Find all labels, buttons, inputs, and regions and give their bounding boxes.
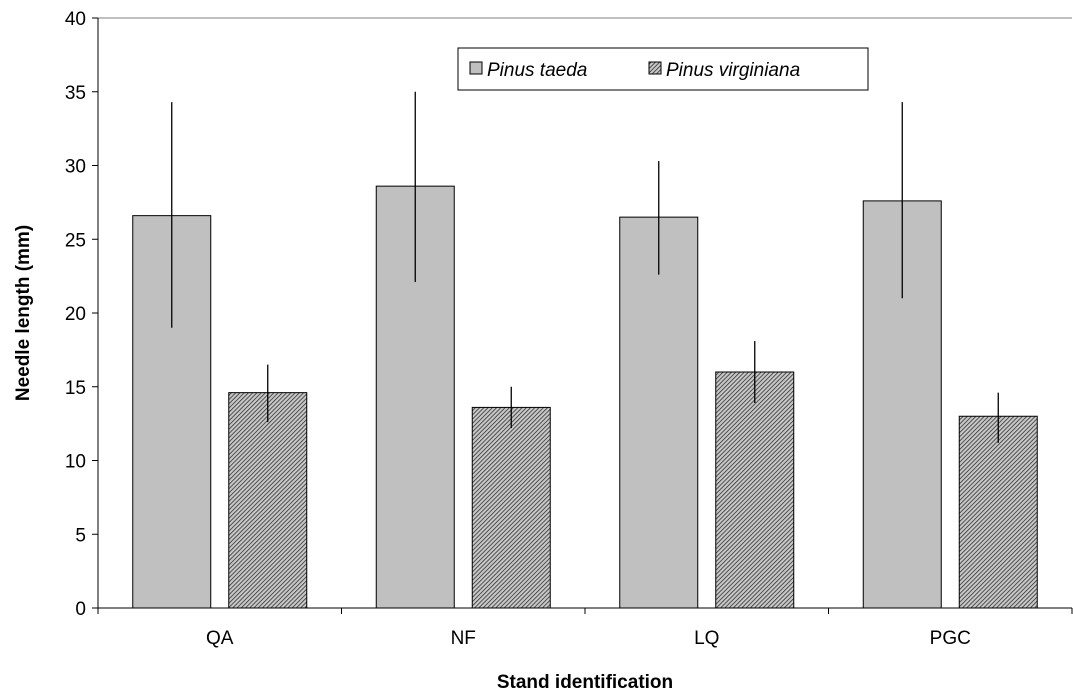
x-tick-label: QA [206, 628, 234, 649]
y-axis-ticks: 0 5 10 15 20 25 30 35 40 [65, 9, 98, 620]
y-tick-label: 5 [75, 525, 86, 546]
y-axis-title: Needle length (mm) [13, 225, 34, 401]
y-tick-label: 10 [65, 452, 86, 473]
legend-swatch-pinus-virginiana [648, 61, 662, 75]
y-tick-label: 20 [65, 304, 86, 325]
x-axis-ticks: QA NF LQ PGC [97, 608, 1073, 649]
bar [228, 392, 308, 609]
legend-label-pinus-virginiana: Pinus virginiana [666, 60, 800, 81]
bar [619, 216, 699, 609]
y-tick-label: 30 [65, 157, 86, 178]
bar [958, 415, 1038, 609]
x-tick-label: NF [451, 628, 476, 649]
bar-marks [132, 185, 1038, 609]
bar [471, 406, 551, 609]
legend-box [457, 47, 869, 91]
legend-swatch-pinus-taeda [469, 61, 483, 75]
x-tick-label: LQ [694, 628, 719, 649]
legend-label-pinus-taeda: Pinus taeda [487, 60, 587, 81]
error-bars [171, 91, 999, 443]
bar [715, 371, 795, 609]
y-tick-label: 25 [65, 230, 86, 251]
y-tick-label: 0 [75, 599, 86, 620]
y-tick-label: 40 [65, 9, 86, 30]
legend: Pinus taeda Pinus virginiana [457, 47, 869, 91]
x-axis-title: Stand identification [497, 672, 673, 693]
y-tick-label: 15 [65, 378, 86, 399]
x-tick-label: PGC [930, 628, 971, 649]
y-tick-label: 35 [65, 83, 86, 104]
